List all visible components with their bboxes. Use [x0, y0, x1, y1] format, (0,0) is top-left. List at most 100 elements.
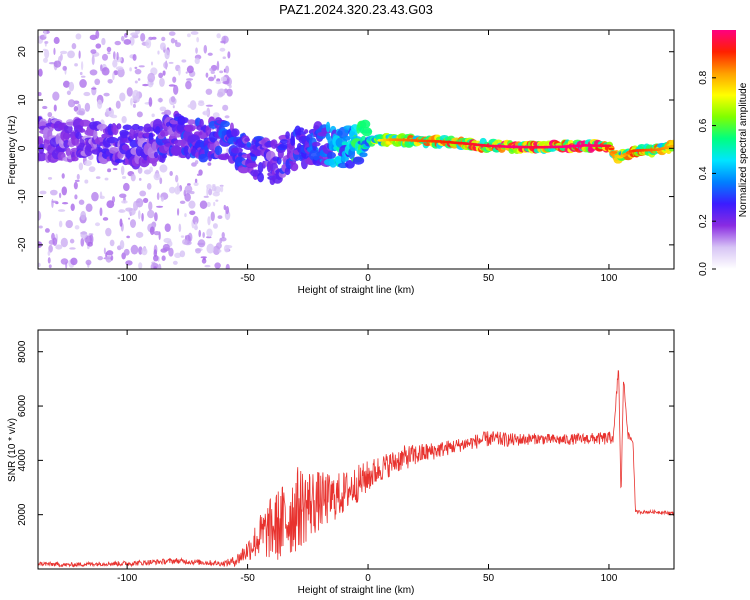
spectrogram-noise-blob: [175, 174, 179, 183]
spectrogram-noise-blob: [95, 176, 101, 179]
spectrogram-blob: [246, 141, 252, 148]
spectrogram-noise-blob: [219, 47, 226, 52]
spectrogram-blob: [63, 124, 73, 134]
snr-y-tick-label: 6000: [17, 394, 28, 417]
spectrogram-noise-blob: [164, 49, 170, 60]
spectrogram-noise-blob: [172, 260, 178, 265]
snr-y-tick-label: 2000: [17, 503, 28, 526]
spectrogram-noise-blob: [38, 262, 41, 268]
spectrogram-blob: [304, 129, 309, 134]
spectrogram-noise-blob: [115, 66, 124, 71]
spectrogram-blob: [279, 143, 290, 149]
spectrogram-noise-blob: [157, 50, 160, 55]
spectrogram-noise-blob: [196, 36, 200, 43]
spectrogram-noise-blob: [105, 255, 112, 263]
spectrogram-noise-blob: [65, 219, 73, 229]
spectrogram-noise-blob: [182, 239, 188, 245]
spectrogram-noise-blob: [140, 32, 146, 42]
spectrogram-noise-blob: [204, 264, 211, 268]
spectrogram-noise-blob: [149, 82, 154, 85]
snr-x-tick-label: -100: [117, 573, 137, 584]
spectrogram-noise-blob: [172, 76, 177, 83]
spectrogram-blob: [151, 160, 157, 167]
spectrogram-noise-blob: [207, 52, 213, 56]
spectrogram-noise-blob: [210, 70, 215, 75]
spectrogram-noise-blob: [106, 250, 114, 256]
spectrogram-blob: [290, 135, 296, 146]
spectrogram-noise-blob: [189, 100, 197, 111]
spectrogram-noise-blob: [129, 219, 137, 228]
spectrogram-noise-blob: [172, 105, 175, 109]
spectrogram-noise-blob: [103, 92, 110, 97]
snr-y-tick-label: 8000: [17, 340, 28, 363]
spectrogram-noise-blob: [132, 103, 136, 108]
spectrogram-blob: [326, 151, 337, 159]
spectrogram-x-tick-label: -50: [240, 273, 255, 284]
spectrogram-noise-blob: [101, 53, 109, 61]
spectrogram-noise-blob: [168, 84, 176, 87]
spectrogram-blob: [290, 162, 299, 172]
spectrogram-noise-blob: [142, 83, 149, 87]
spectrogram-noise-blob: [44, 40, 49, 44]
spectrogram-noise-blob: [59, 50, 68, 55]
spectrogram-noise-blob: [211, 185, 217, 192]
spectrogram-noise-blob: [80, 61, 84, 71]
spectrogram-noise-blob: [79, 71, 83, 76]
spectrogram-blob: [352, 156, 365, 165]
spectrogram-noise-blob: [222, 56, 227, 60]
spectrogram-noise-blob: [137, 167, 143, 174]
snr-x-tick-label: 100: [601, 573, 618, 584]
spectrogram-noise-blob: [215, 199, 219, 202]
spectrogram-noise-blob: [71, 43, 77, 50]
spectrogram-noise-blob: [78, 50, 81, 59]
spectrogram-noise-blob: [123, 248, 130, 256]
spectrogram-noise-blob: [138, 177, 142, 181]
spectrogram-noise-blob: [176, 182, 179, 192]
spectrogram-noise-blob: [215, 80, 222, 85]
spectrogram-noise-blob: [178, 223, 182, 233]
spectrogram-noise-blob: [174, 252, 182, 258]
spectrogram-noise-blob: [202, 257, 206, 261]
spectrogram-noise-blob: [130, 244, 139, 255]
spectrogram-noise-blob: [207, 188, 213, 196]
spectrogram-noise-blob: [69, 238, 75, 244]
spectrogram-blob: [341, 141, 349, 147]
spectrogram-noise-blob: [216, 60, 220, 71]
spectrogram-noise-blob: [147, 209, 155, 219]
spectrogram-noise-blob: [119, 239, 125, 250]
spectrogram-noise-blob: [120, 35, 125, 42]
spectrogram-noise-blob: [94, 78, 101, 86]
spectrogram-noise-blob: [141, 247, 148, 256]
spectrogram-noise-blob: [74, 63, 78, 67]
spectrogram-noise-blob: [132, 89, 140, 100]
spectrogram-noise-blob: [102, 217, 109, 221]
spectrogram-noise-blob: [147, 72, 156, 83]
spectrogram-noise-blob: [100, 64, 103, 72]
spectrogram-y-tick-label: -20: [17, 237, 28, 252]
spectrogram-noise-blob: [128, 217, 131, 220]
spectrogram-blob: [122, 124, 133, 131]
spectrogram-noise-blob: [169, 170, 173, 177]
spectrogram-noise-blob: [101, 67, 110, 76]
spectrogram-noise-blob: [153, 173, 161, 181]
spectrogram-noise-blob: [157, 263, 162, 269]
spectrogram-noise-blob: [51, 198, 54, 208]
spectrogram-noise-blob: [222, 80, 230, 85]
spectrogram-noise-blob: [199, 200, 208, 210]
spectrogram-blob: [297, 127, 305, 132]
spectrogram-noise-blob: [222, 104, 229, 111]
spectrogram-noise-blob: [227, 51, 231, 59]
spectrogram-noise-blob: [149, 166, 154, 173]
spectrogram-noise-blob: [126, 235, 130, 239]
spectrogram-noise-blob: [70, 257, 78, 266]
spectrogram-noise-blob: [123, 182, 130, 192]
spectrogram-noise-blob: [179, 250, 186, 258]
spectrogram-noise-blob: [69, 247, 76, 250]
spectrogram-y-ticks: -20 -10 0 10 20: [17, 46, 674, 252]
spectrogram-noise-blob: [78, 162, 84, 171]
spectrogram-noise-blob: [148, 201, 153, 211]
spectrogram-noise-blob: [146, 183, 152, 190]
spectrogram-blob: [325, 121, 331, 133]
spectrogram-noise-blob: [185, 80, 192, 90]
spectrogram-y-label: Frequency (Hz): [7, 116, 18, 185]
